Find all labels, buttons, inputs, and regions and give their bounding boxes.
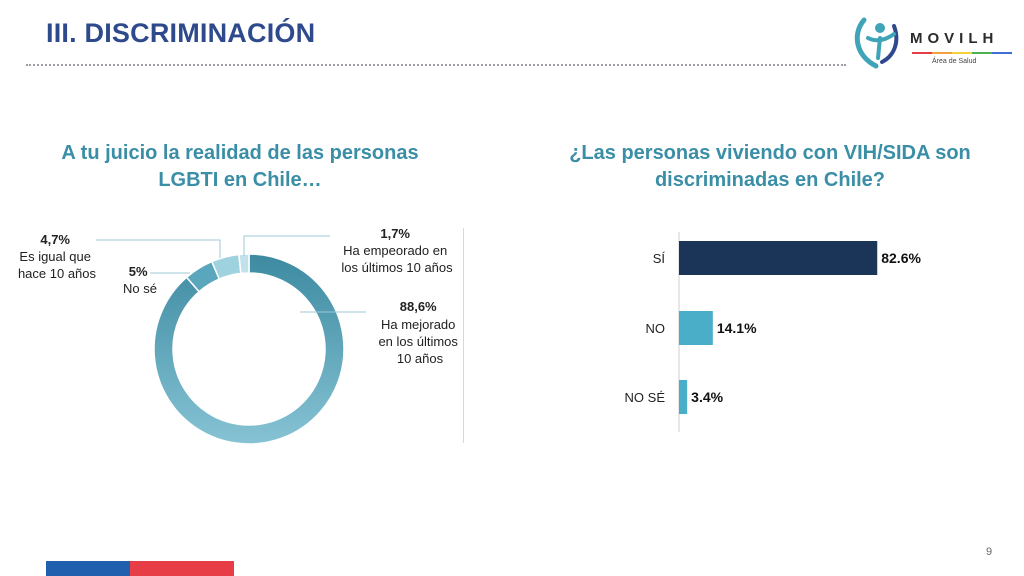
bar-value-label: 3.4% — [691, 389, 723, 405]
bar-chart: SÍ 82.6% NO 14.1% NO SÉ 3.4% — [625, 241, 921, 414]
label-empeorado: 1,7% Ha empeorado en los últimos 10 años — [341, 226, 453, 275]
footer-bar-blue — [46, 561, 130, 576]
bar-chart-title: ¿Las personas viviendo con VIH/SIDA son … — [569, 142, 971, 191]
bar-1 — [679, 311, 713, 345]
slice-empeorado — [238, 253, 250, 275]
label-mejorado: 88,6% Ha mejorado en los últimos 10 años — [378, 299, 461, 366]
bar-0 — [679, 241, 878, 275]
bar-category-label: NO — [646, 321, 666, 336]
logo-rainbow-line-icon — [912, 52, 1012, 54]
slice-mejorado — [153, 253, 345, 445]
logo-figure-icon — [854, 17, 899, 69]
page-title: III. DISCRIMINACIÓN — [46, 18, 316, 48]
logo-wordmark: MOVILH — [910, 30, 999, 47]
donut-chart — [153, 253, 345, 445]
label-nose: 5% No sé — [123, 264, 157, 296]
bar-category-label: NO SÉ — [625, 390, 666, 405]
bar-category-label: SÍ — [653, 251, 666, 266]
page-number: 9 — [986, 546, 993, 558]
bar-value-label: 82.6% — [881, 250, 921, 266]
donut-chart-title: A tu juicio la realidad de las personas … — [61, 142, 419, 191]
bar-value-label: 14.1% — [717, 320, 757, 336]
title-divider — [26, 64, 846, 66]
movilh-logo: MOVILH Área de Salud — [850, 12, 1012, 72]
donut-leader-lines — [96, 235, 366, 313]
chart-divider — [463, 228, 464, 443]
bar-2 — [679, 380, 688, 414]
label-igual: 4,7% Es igual que hace 10 años — [18, 232, 97, 281]
footer-bar-red — [130, 561, 234, 576]
logo-subtitle: Área de Salud — [932, 58, 977, 65]
